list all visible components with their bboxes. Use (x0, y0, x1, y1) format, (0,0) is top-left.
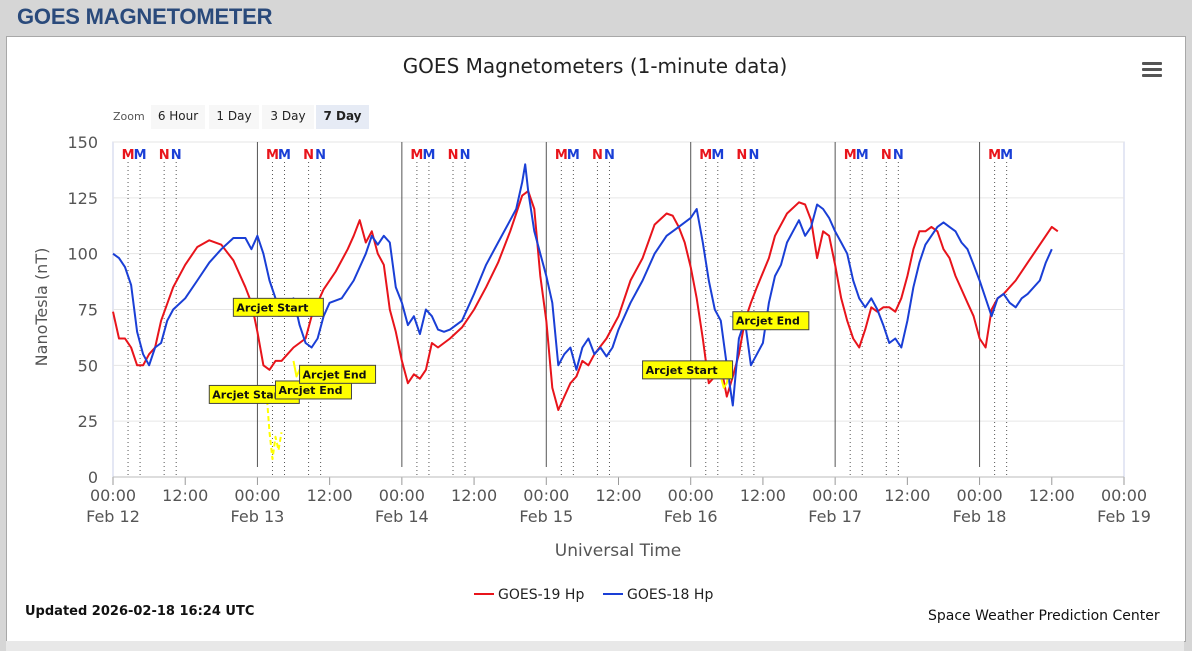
marker-label: M (988, 148, 1001, 163)
marker-label: N (460, 148, 471, 163)
annotation-box (232, 297, 324, 317)
annotation-box (732, 311, 810, 331)
x-tick-time-label: 12:00 (740, 486, 786, 505)
annotation-box (299, 364, 377, 384)
x-tick-date-label: Feb 14 (375, 507, 429, 526)
page-header: GOES MAGNETOMETER (0, 0, 1192, 36)
zoom-7day-button[interactable]: 7 Day (316, 105, 369, 129)
marker-label: M (422, 148, 435, 163)
marker-label: M (711, 148, 724, 163)
x-tick-time-label: 12:00 (1029, 486, 1075, 505)
y-tick-label: 100 (67, 245, 98, 264)
legend-goes18-label[interactable]: GOES-18 Hp (627, 587, 713, 603)
marker-label: N (592, 148, 603, 163)
axes-layer: 0 25 50 75 100 125 150 00:00 Feb 12 12:00 00:00 Feb… (67, 133, 1150, 526)
chart-title: GOES Magnetometers (1-minute data) (402, 54, 788, 78)
x-tick-time-label: 00:00 (234, 486, 280, 505)
marker-lines (127, 162, 1008, 477)
zoom-1day-button[interactable]: 1 Day (209, 105, 259, 129)
marker-label: N (736, 148, 747, 163)
legend-goes19-label[interactable]: GOES-19 Hp (498, 587, 584, 603)
zoom-6hour-button[interactable]: 6 Hour (151, 105, 205, 129)
y-tick-label: 125 (67, 189, 98, 208)
marker-label: N (303, 148, 314, 163)
marker-label: M (134, 148, 147, 163)
x-tick-date-label: Feb 19 (1097, 507, 1151, 526)
credit-text: Space Weather Prediction Center (928, 608, 1160, 624)
updated-timestamp: Updated 2026-02-18 16:24 UTC (25, 604, 255, 619)
series-line-0 (112, 190, 1059, 411)
marker-label: N (159, 148, 170, 163)
x-axis-label: Universal Time (555, 541, 681, 561)
y-tick-label: 150 (67, 133, 98, 152)
x-tick-date-label: Feb 13 (231, 507, 285, 526)
x-tick-time-label: 00:00 (957, 486, 1003, 505)
x-tick-date-label: Feb 16 (664, 507, 718, 526)
marker-label: M (856, 148, 869, 163)
x-tick-time-label: 12:00 (595, 486, 641, 505)
x-tick-time-label: 00:00 (379, 486, 425, 505)
marker-label: M (567, 148, 580, 163)
marker-label: M (555, 148, 568, 163)
marker-label: M (844, 148, 857, 163)
x-tick-time-label: 12:00 (451, 486, 497, 505)
x-tick-time-label: 12:00 (307, 486, 353, 505)
chart-menu-icon[interactable] (1140, 60, 1164, 80)
marker-label: M (699, 148, 712, 163)
x-tick-date-label: Feb 18 (953, 507, 1007, 526)
annotation-label: Arcjet Start (236, 301, 308, 314)
marker-label: N (604, 148, 615, 163)
y-tick-label: 25 (78, 412, 98, 431)
y-tick-label: 50 (78, 356, 98, 375)
x-tick-time-label: 00:00 (1101, 486, 1147, 505)
x-tick-date-label: Feb 17 (808, 507, 862, 526)
annotation-box (642, 360, 734, 380)
marker-label: N (448, 148, 459, 163)
x-tick-time-label: 00:00 (668, 486, 714, 505)
marker-label: M (278, 148, 291, 163)
annotation-label: Arcjet End (303, 368, 367, 381)
x-tick-time-label: 00:00 (812, 486, 858, 505)
marker-label: N (315, 148, 326, 163)
x-tick-time-label: 12:00 (162, 486, 208, 505)
annotation-label: Arcjet End (278, 384, 342, 397)
bottom-tabs-strip (6, 641, 1184, 651)
marker-label: M (266, 148, 279, 163)
x-tick-time-label: 12:00 (884, 486, 930, 505)
marker-label: N (748, 148, 759, 163)
marker-label: N (171, 148, 182, 163)
marker-label: M (410, 148, 423, 163)
x-tick-time-label: 00:00 (523, 486, 569, 505)
annotation-label: Arcjet End (736, 315, 800, 328)
zoom-label: Zoom (113, 110, 145, 123)
marker-label: N (881, 148, 892, 163)
y-tick-label: 75 (78, 301, 98, 320)
marker-label: N (893, 148, 904, 163)
marker-label: M (1000, 148, 1013, 163)
y-axis-label: NanoTesla (nT) (32, 248, 51, 367)
page-title: GOES MAGNETOMETER (17, 4, 273, 29)
marker-label: M (122, 148, 135, 163)
annotation-label: Arcjet Start (646, 364, 718, 377)
series-line-2 (265, 392, 283, 461)
x-tick-date-label: Feb 15 (519, 507, 573, 526)
y-tick-label: 0 (88, 468, 98, 487)
legend[interactable]: GOES-19 Hp GOES-18 Hp (474, 587, 713, 603)
x-tick-time-label: 00:00 (90, 486, 136, 505)
x-tick-date-label: Feb 12 (86, 507, 140, 526)
annotation-label: Arcjet Start (212, 388, 284, 401)
zoom-3day-button[interactable]: 3 Day (262, 105, 314, 129)
